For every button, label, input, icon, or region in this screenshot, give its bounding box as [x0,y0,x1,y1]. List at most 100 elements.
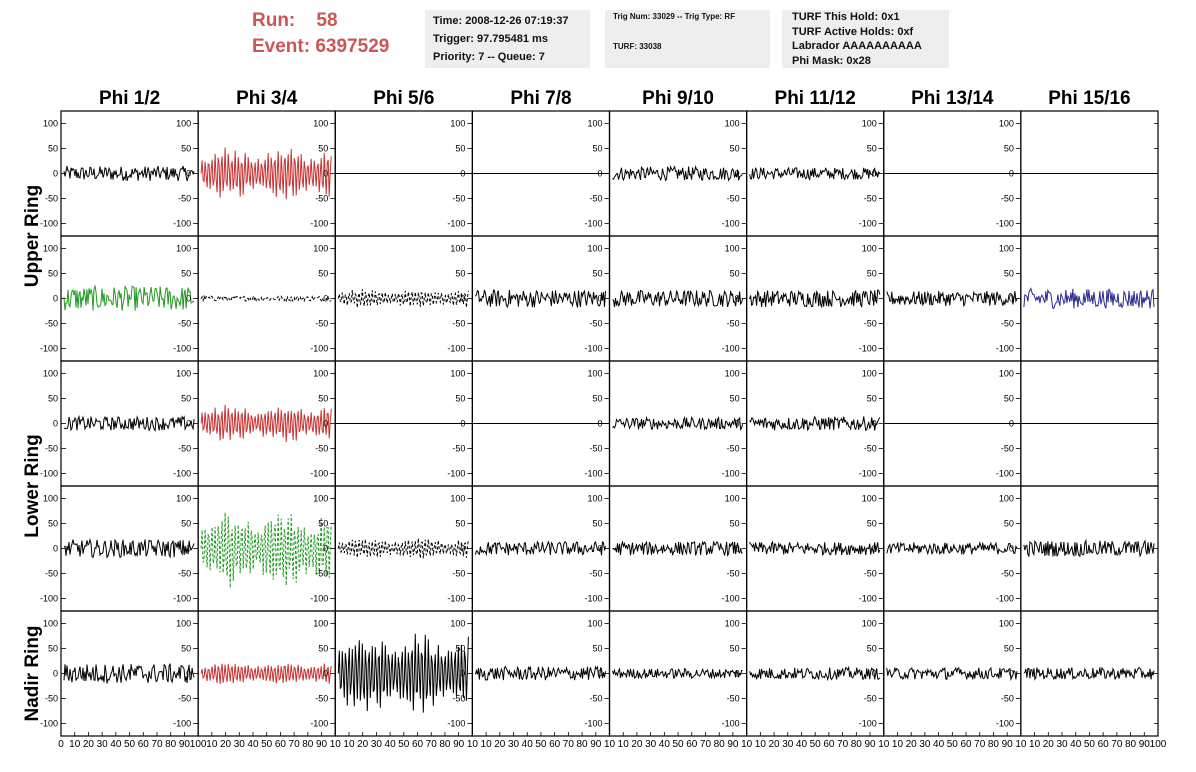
y-tick-label: 100 [176,119,191,129]
x-tick-label: 10 [330,739,342,750]
turf-active-holds-text: TURF Active Holds: 0xf [792,25,914,38]
y-tick-label: 100 [313,619,328,629]
y-tick-label: 100 [862,369,877,379]
y-tick-label: -100 [173,469,191,479]
x-tick-label: 80 [577,739,589,750]
y-tick-label: 100 [862,244,877,254]
run-event-info: Run: 58 Event: 6397529 [252,8,389,60]
waveform-trace [749,289,881,309]
trig-num-text: Trig Num: 33029 -- Trig Type: RF [613,12,736,21]
y-tick-label: -50 [452,194,465,204]
panel-frame [334,485,473,612]
x-tick-label: 90 [179,739,191,750]
y-tick-label: 0 [460,419,465,429]
y-tick-label: 50 [592,144,602,154]
waveform-trace [200,404,332,443]
y-tick-label: 50 [592,644,602,654]
y-tick-label: 50 [867,394,877,404]
waveform-trace [337,633,469,713]
event-row: Event: 6397529 [252,34,389,60]
x-tick-label: 60 [686,739,698,750]
y-tick-label: 50 [48,144,58,154]
y-tick-label: 50 [48,519,58,529]
waveform-trace [749,540,881,556]
x-tick-label: 50 [1084,739,1096,750]
y-tick-label: 50 [592,394,602,404]
y-tick-label: -100 [722,719,740,729]
x-tick-label: 50 [398,739,410,750]
column-header-8: Phi 15/16 [1048,88,1130,109]
x-tick-label: 70 [151,739,163,750]
x-tick-label: 80 [302,739,314,750]
x-tick-label: 40 [522,739,534,750]
x-tick-label: 20 [494,739,506,750]
y-tick-label: 50 [1004,269,1014,279]
y-tick-label: -100 [996,344,1014,354]
turf-info-box: TURF This Hold: 0x1 TURF Active Holds: 0… [782,10,949,68]
x-tick-label: 10 [604,739,616,750]
y-tick-label: 100 [43,494,58,504]
y-tick-label: 50 [592,519,602,529]
y-tick-label: 50 [867,519,877,529]
y-tick-label: 100 [725,119,740,129]
y-tick-label: 100 [43,619,58,629]
waveform-trace [612,540,743,557]
waveform-trace [612,667,743,680]
waveform-trace [474,540,606,557]
y-tick-label: 100 [725,244,740,254]
waveform-trace [200,512,332,588]
y-tick-label: 100 [587,619,602,629]
event-label: Event: [252,36,311,57]
x-tick-label: 20 [357,739,369,750]
x-tick-label: 10 [343,739,355,750]
x-tick-label: 60 [1098,739,1110,750]
y-tick-label: 50 [592,269,602,279]
y-tick-label: 0 [53,544,58,554]
y-tick-label: 100 [313,244,328,254]
y-tick-label: -100 [173,344,191,354]
x-tick-label: 10 [69,739,81,750]
x-tick-label: 50 [124,739,136,750]
y-tick-label: 0 [597,419,602,429]
x-tick-label: 10 [741,739,753,750]
trig-info-box: Trig Num: 33029 -- Trig Type: RF TURF: 3… [605,10,770,68]
y-tick-label: 0 [597,294,602,304]
y-tick-label: 0 [53,294,58,304]
x-tick-label: 10 [1029,739,1041,750]
y-tick-label: 50 [318,519,328,529]
y-tick-label: 0 [1009,294,1014,304]
y-tick-label: -100 [859,719,877,729]
y-tick-label: 50 [455,644,465,654]
x-tick-label: 70 [837,739,849,750]
y-tick-label: -50 [1001,694,1014,704]
y-tick-label: -50 [452,444,465,454]
y-tick-label: -50 [315,569,328,579]
y-tick-label: 0 [1009,669,1014,679]
y-tick-label: 0 [460,544,465,554]
y-tick-label: -100 [584,594,602,604]
waveform-trace [63,284,195,311]
x-tick-label: 60 [960,739,972,750]
panel-frame [197,485,336,612]
turf-text: TURF: 33038 [613,42,662,51]
y-tick-label: -50 [864,694,877,704]
waveform-trace [337,289,469,308]
panel-frame [334,610,473,737]
y-tick-label: 50 [730,644,740,654]
y-tick-label: 0 [323,294,328,304]
y-tick-label: 100 [43,244,58,254]
y-tick-label: -100 [40,219,58,229]
y-tick-label: -100 [447,469,465,479]
y-tick-label: 0 [1009,544,1014,554]
y-tick-label: 50 [181,394,191,404]
x-tick-label: 90 [864,739,876,750]
x-tick-label: 90 [727,739,739,750]
x-tick-label: 70 [289,739,301,750]
y-tick-label: 50 [48,644,58,654]
y-tick-label: 0 [872,419,877,429]
y-tick-label: -50 [45,319,58,329]
y-tick-label: -50 [178,569,191,579]
y-tick-label: 100 [450,244,465,254]
y-tick-label: -50 [727,569,740,579]
